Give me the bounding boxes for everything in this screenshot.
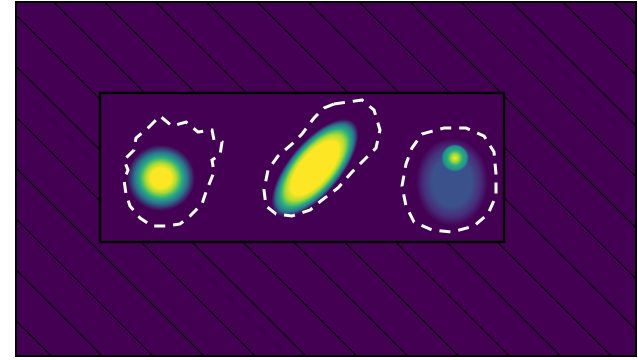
contour-right (400, 126, 498, 234)
blob-middle (262, 98, 382, 218)
blob-right (400, 126, 498, 234)
contour-left (122, 113, 224, 228)
blob-left (122, 113, 224, 228)
contour-middle (262, 98, 382, 218)
